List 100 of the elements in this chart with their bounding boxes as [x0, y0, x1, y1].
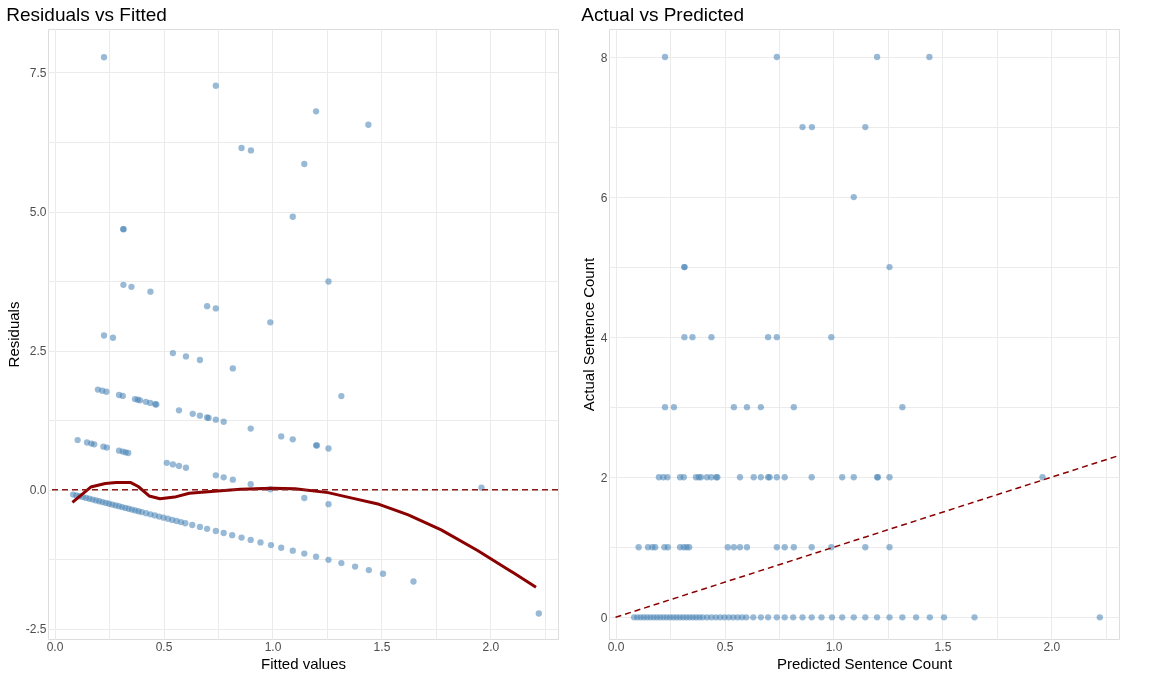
point	[169, 349, 177, 357]
y-tick-label: -2.5	[25, 622, 47, 637]
y-tick-label: 2	[600, 470, 608, 485]
point	[670, 404, 678, 411]
point	[289, 547, 296, 554]
point	[301, 494, 308, 502]
point	[267, 319, 274, 326]
point	[325, 445, 332, 452]
point	[301, 160, 308, 168]
point	[312, 553, 320, 560]
x-tick-label: 0.5	[155, 639, 173, 654]
point	[189, 521, 196, 529]
point	[257, 539, 264, 546]
point	[278, 544, 285, 551]
point	[220, 418, 227, 425]
point	[238, 534, 245, 541]
point	[743, 404, 751, 411]
point	[238, 144, 245, 152]
point	[100, 54, 108, 61]
point	[109, 334, 117, 341]
x-tick-label: 1.0	[825, 639, 843, 654]
point	[147, 399, 154, 407]
x-tick-label: 1.0	[264, 639, 282, 654]
point	[773, 53, 780, 61]
point	[103, 388, 110, 395]
point	[203, 525, 211, 532]
point	[708, 474, 715, 481]
point	[886, 263, 893, 271]
point	[220, 529, 227, 537]
point	[325, 500, 332, 508]
point	[680, 474, 687, 481]
point	[182, 353, 190, 360]
point	[926, 614, 933, 621]
point	[912, 614, 920, 621]
point	[182, 520, 189, 527]
point	[100, 332, 108, 339]
point	[873, 614, 881, 621]
point	[850, 474, 857, 481]
point	[757, 474, 765, 481]
point	[301, 550, 308, 557]
point	[365, 566, 372, 574]
point	[147, 288, 154, 295]
point	[128, 283, 135, 291]
point	[229, 476, 236, 483]
point	[410, 578, 417, 585]
point	[103, 444, 111, 451]
y-tick-label: 0.0	[29, 483, 47, 498]
point	[828, 614, 836, 621]
point	[247, 147, 255, 154]
point	[971, 614, 978, 621]
point	[781, 544, 788, 551]
point	[764, 334, 772, 341]
point	[736, 544, 744, 551]
point	[790, 544, 797, 551]
y-tick-label: 4	[600, 330, 608, 345]
point	[289, 213, 296, 220]
point	[708, 334, 715, 341]
point	[1039, 474, 1046, 481]
y-tick-label: 0	[600, 610, 608, 625]
point	[247, 536, 254, 544]
point	[781, 474, 788, 481]
point	[173, 517, 180, 525]
point	[189, 410, 196, 417]
point	[247, 481, 254, 488]
point	[730, 544, 738, 551]
point	[278, 433, 285, 440]
point	[862, 123, 869, 131]
point	[196, 356, 204, 364]
point	[169, 461, 177, 468]
point	[773, 544, 780, 551]
point	[247, 425, 254, 432]
point	[1096, 614, 1103, 621]
y-tick-label: 8	[600, 50, 608, 65]
point	[212, 305, 219, 312]
point	[818, 614, 825, 621]
point	[886, 474, 893, 481]
point	[757, 614, 765, 621]
x-tick-label: 2.0	[482, 639, 500, 654]
point	[757, 404, 765, 411]
chart-title: Residuals vs Fitted	[6, 4, 167, 25]
point	[196, 523, 204, 531]
point	[664, 544, 672, 551]
point	[940, 614, 948, 621]
point	[862, 614, 869, 621]
point	[196, 412, 204, 419]
point	[850, 193, 857, 201]
point	[203, 303, 211, 310]
point	[808, 123, 816, 131]
point	[338, 559, 345, 567]
point	[175, 407, 183, 414]
point	[886, 614, 893, 621]
point	[661, 404, 669, 411]
point	[74, 436, 81, 444]
x-tick-label: 2.0	[1043, 639, 1061, 654]
point	[351, 563, 359, 570]
point	[743, 614, 750, 621]
point	[212, 416, 219, 423]
point	[773, 474, 780, 481]
point	[229, 532, 236, 539]
point	[635, 544, 642, 551]
